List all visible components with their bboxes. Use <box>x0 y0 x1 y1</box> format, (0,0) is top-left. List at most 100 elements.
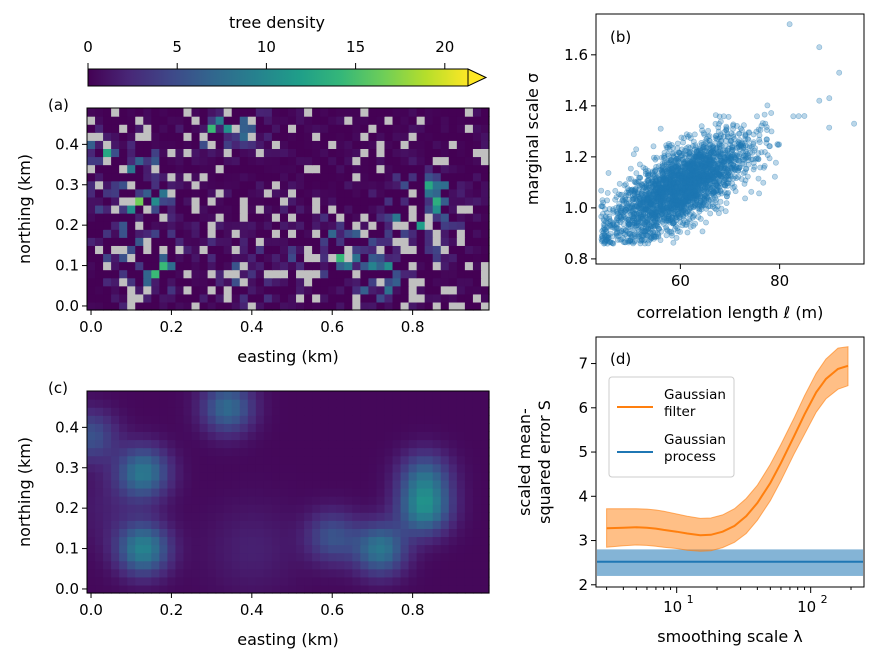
heatmap-cell <box>223 269 233 279</box>
heatmap-cell <box>320 164 329 174</box>
heatmap-cell <box>255 407 265 416</box>
heatmap-cell <box>408 391 418 400</box>
heatmap-cell <box>183 213 193 222</box>
scatter-point <box>697 179 703 186</box>
heatmap-cell <box>151 447 160 457</box>
heatmap-cell <box>304 487 313 497</box>
scatter-point <box>710 190 716 197</box>
heatmap-cell <box>207 301 217 311</box>
heatmap-cell <box>215 140 225 149</box>
scatter-point <box>670 167 676 173</box>
heatmap-cell <box>255 204 265 214</box>
heatmap-cell <box>199 544 209 554</box>
scatter-point <box>670 190 677 197</box>
scatter-point <box>693 161 700 168</box>
heatmap-cell <box>167 164 177 174</box>
heatmap-cell <box>432 391 442 400</box>
heatmap-cell <box>352 536 361 546</box>
heatmap-cell <box>352 415 361 424</box>
scatter-point <box>650 229 657 235</box>
scatter-point <box>672 215 679 221</box>
heatmap-cell <box>448 188 458 198</box>
heatmap-cell <box>135 164 144 174</box>
heatmap-cell <box>127 568 136 578</box>
heatmap-cell <box>288 188 297 198</box>
heatmap-cell <box>408 124 418 133</box>
scatter-point <box>687 184 693 191</box>
heatmap-cell <box>336 487 345 497</box>
scatter-point <box>684 188 691 195</box>
heatmap-cell <box>352 188 361 198</box>
scatter-point <box>698 161 705 168</box>
heatmap-cell <box>424 584 434 594</box>
heatmap-cell <box>408 407 418 416</box>
scatter-point <box>735 167 742 174</box>
heatmap-cell <box>207 229 217 238</box>
scatter-point <box>625 222 632 228</box>
scatter-point <box>700 199 707 206</box>
heatmap-cell <box>312 108 321 117</box>
scatter-point <box>625 187 632 194</box>
scatter-point <box>668 168 675 175</box>
scatter-point <box>664 206 671 213</box>
scatter-point <box>690 175 697 181</box>
heatmap-cell <box>360 431 369 441</box>
heatmap-cell <box>296 496 305 505</box>
heatmap-cell <box>344 479 353 489</box>
heatmap-cell <box>328 172 337 182</box>
scatter-point <box>683 177 689 184</box>
heatmap-cell <box>360 188 369 198</box>
heatmap-cell <box>135 512 144 521</box>
heatmap-cell <box>384 156 394 166</box>
scatter-point <box>757 164 764 171</box>
scatter-point <box>727 141 734 148</box>
heatmap-cell <box>103 560 112 570</box>
heatmap-cell <box>175 269 185 279</box>
colorbar-tick-label: 20 <box>435 38 454 56</box>
heatmap-cell <box>432 172 442 182</box>
heatmap-cell <box>151 140 160 149</box>
scatter-point <box>687 145 693 151</box>
heatmap-cell <box>95 528 104 538</box>
y-tick-label: 0.1 <box>55 540 79 558</box>
heatmap-cell <box>320 285 329 295</box>
scatter-point <box>730 162 737 169</box>
heatmap-cell <box>87 237 96 246</box>
heatmap-cell <box>464 471 474 481</box>
heatmap-cell <box>271 277 281 287</box>
scatter-point <box>702 163 708 170</box>
scatter-point <box>710 178 717 185</box>
heatmap-cell <box>199 253 209 263</box>
heatmap-cell <box>143 528 152 538</box>
heatmap-cell <box>151 204 160 214</box>
heatmap-cell <box>135 415 144 424</box>
heatmap-cell <box>360 487 369 497</box>
heatmap-cell <box>199 391 209 400</box>
scatter-point <box>702 202 709 209</box>
heatmap-cell <box>424 391 434 400</box>
scatter-point <box>734 151 741 157</box>
heatmap-cell <box>400 245 410 255</box>
scatter-point <box>733 140 740 147</box>
heatmap-cell <box>247 172 257 182</box>
scatter-point <box>717 165 724 171</box>
scatter-point <box>697 145 703 152</box>
heatmap-cell <box>336 124 345 133</box>
heatmap-cell <box>288 245 297 255</box>
scatter-point <box>651 187 658 194</box>
scatter-point <box>666 228 673 235</box>
heatmap-cell <box>207 496 217 505</box>
scatter-point <box>698 182 705 189</box>
scatter-point <box>758 122 765 129</box>
heatmap-cell <box>480 528 490 538</box>
heatmap-cell <box>159 487 168 497</box>
heatmap-cell <box>255 512 265 521</box>
heatmap-cell <box>223 439 233 449</box>
scatter-point <box>665 213 672 219</box>
heatmap-cell <box>271 108 281 117</box>
heatmap-cell <box>408 463 418 473</box>
heatmap-cell <box>416 204 426 214</box>
heatmap-cell <box>223 496 233 505</box>
heatmap-cell <box>231 560 241 570</box>
scatter-point <box>668 156 674 163</box>
